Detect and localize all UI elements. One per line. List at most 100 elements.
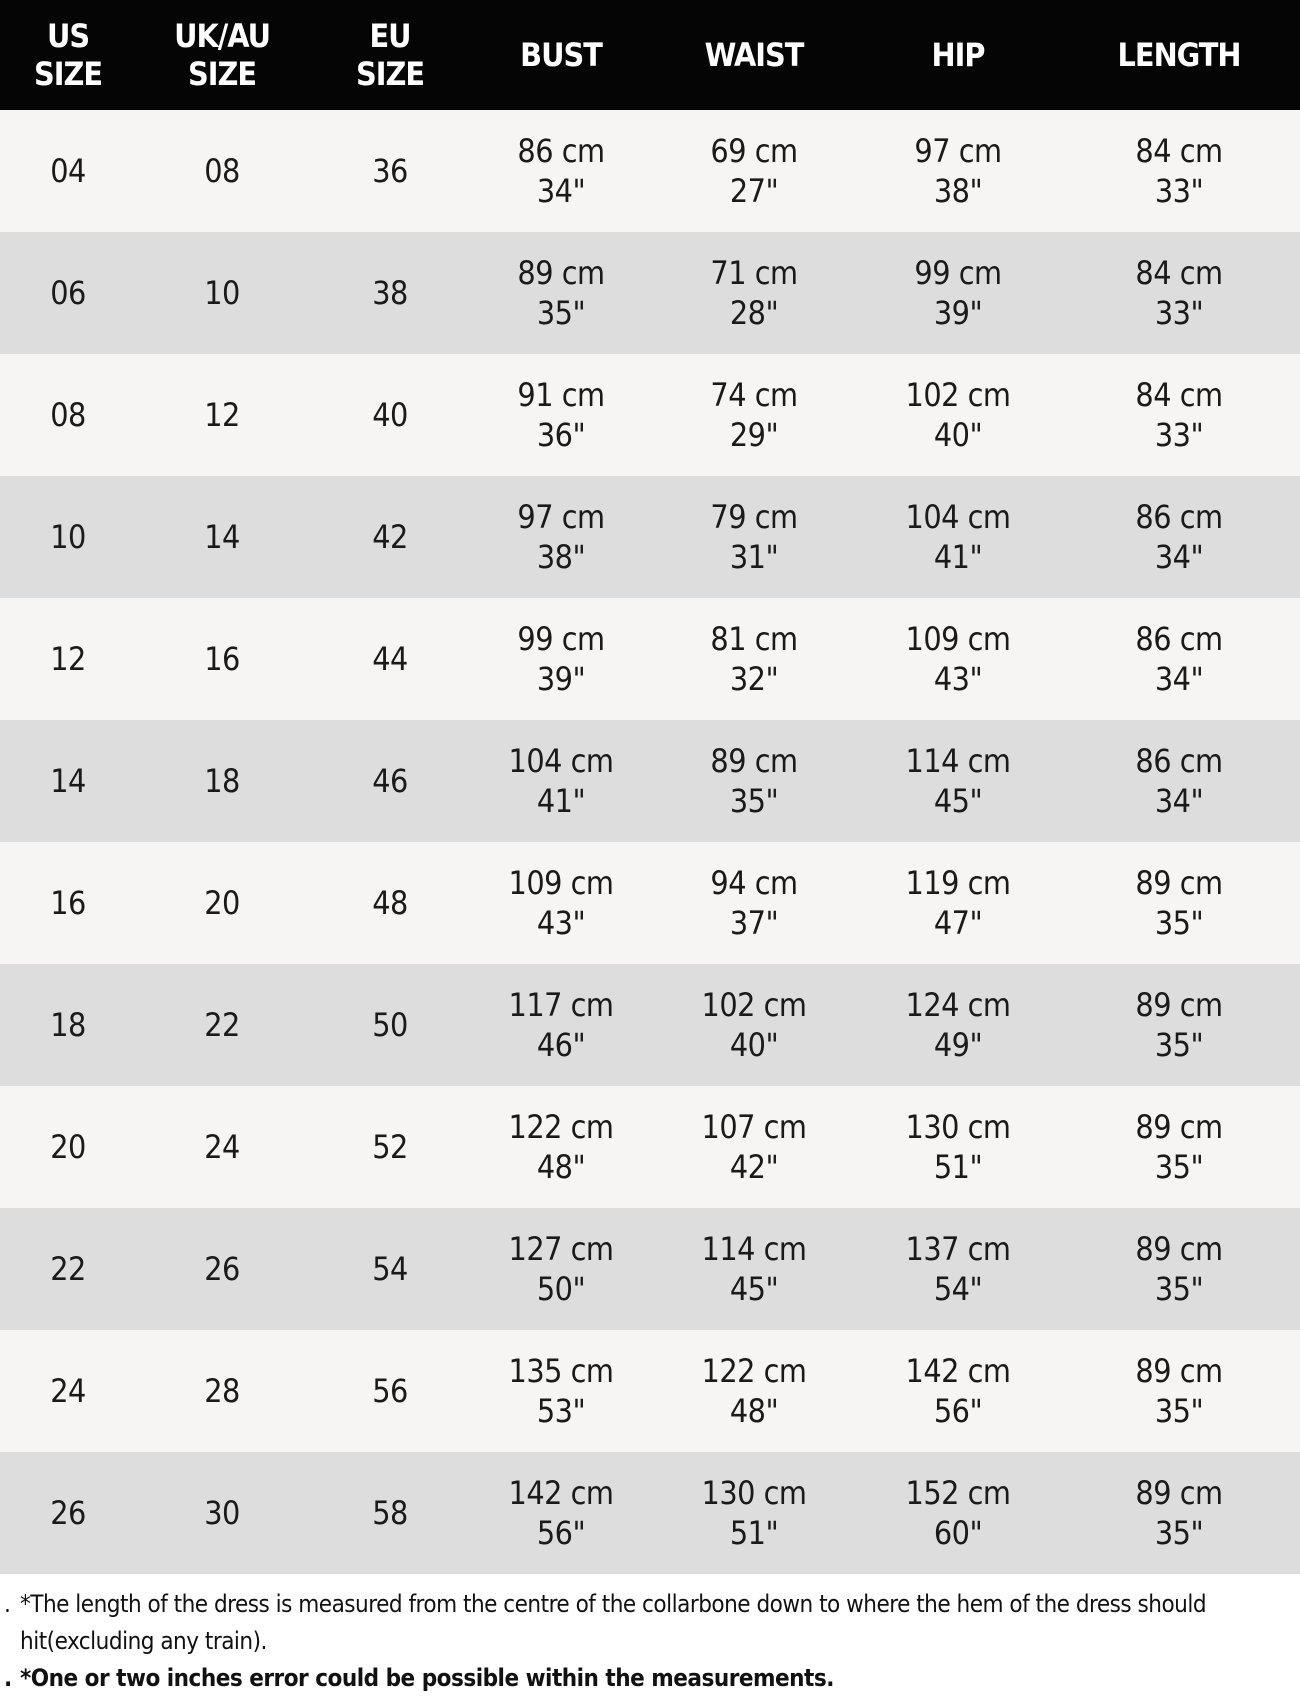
cell-length: 89 cm 35" — [1058, 1452, 1300, 1574]
cell-eu-size: 42 — [308, 476, 472, 598]
table-row: 26 30 58 142 cm 56" 130 cm 51" 152 cm 60" 89 cm 35… — [0, 1452, 1300, 1574]
cell-us-size: 20 — [0, 1086, 136, 1208]
value: 24 — [50, 1372, 86, 1410]
header-hip: HIP — [858, 0, 1058, 110]
value-inch: 41" — [933, 538, 983, 576]
header-text: SIZE — [356, 55, 425, 93]
value: 42 — [372, 518, 408, 556]
value-cm: 152 cm — [905, 1474, 1011, 1512]
value-inch: 56" — [933, 1392, 983, 1430]
cell-bust: 86 cm 34" — [472, 110, 650, 232]
cell-eu-size: 50 — [308, 964, 472, 1086]
value-inch: 33" — [1154, 172, 1204, 210]
value-inch: 35" — [1154, 1026, 1204, 1064]
value-cm: 86 cm — [517, 132, 605, 170]
value: 28 — [204, 1372, 240, 1410]
error-note-text: *One or two inches error could be possib… — [20, 1664, 834, 1692]
value-inch: 53" — [536, 1392, 586, 1430]
value-cm: 109 cm — [508, 864, 614, 902]
value-cm: 79 cm — [710, 498, 798, 536]
table-row: 14 18 46 104 cm 41" 89 cm 35" 114 cm 45" 86 cm 34" — [0, 720, 1300, 842]
cell-length: 84 cm 33" — [1058, 110, 1300, 232]
value-cm: 117 cm — [508, 986, 614, 1024]
table-row: 16 20 48 109 cm 43" 94 cm 37" 119 cm 47" 89 cm 35" — [0, 842, 1300, 964]
cell-hip: 109 cm 43" — [858, 598, 1058, 720]
table-row: 24 28 56 135 cm 53" 122 cm 48" 142 cm 56" 89 cm 35… — [0, 1330, 1300, 1452]
value-cm: 86 cm — [1135, 620, 1223, 658]
cell-bust: 91 cm 36" — [472, 354, 650, 476]
value: 14 — [50, 762, 86, 800]
header-row: US SIZE UK/AU SIZE EU SIZE BUST WAIST HIP LENGTH — [0, 0, 1300, 110]
value-inch: 43" — [933, 660, 983, 698]
cell-length: 89 cm 35" — [1058, 1208, 1300, 1330]
cell-us-size: 06 — [0, 232, 136, 354]
table-row: 08 12 40 91 cm 36" 74 cm 29" 102 cm 40" 84 cm 33" — [0, 354, 1300, 476]
value-inch: 32" — [729, 660, 779, 698]
value-inch: 35" — [1154, 904, 1204, 942]
value-cm: 104 cm — [905, 498, 1011, 536]
cell-uk-au-size: 08 — [136, 110, 308, 232]
value-inch: 56" — [536, 1514, 586, 1552]
value: 54 — [372, 1250, 408, 1288]
cell-uk-au-size: 28 — [136, 1330, 308, 1452]
value-inch: 54" — [933, 1270, 983, 1308]
table-row: 20 24 52 122 cm 48" 107 cm 42" 130 cm 51" 89 cm 35… — [0, 1086, 1300, 1208]
cell-waist: 79 cm 31" — [650, 476, 858, 598]
value: 12 — [204, 396, 240, 434]
value-inch: 34" — [1154, 538, 1204, 576]
value-cm: 114 cm — [905, 742, 1011, 780]
value: 06 — [50, 274, 86, 312]
table-row: 10 14 42 97 cm 38" 79 cm 31" 104 cm 41" 86 cm 34" — [0, 476, 1300, 598]
cell-bust: 122 cm 48" — [472, 1086, 650, 1208]
value: 40 — [372, 396, 408, 434]
value-inch: 40" — [729, 1026, 779, 1064]
value-inch: 28" — [729, 294, 779, 332]
value-inch: 33" — [1154, 416, 1204, 454]
value-inch: 40" — [933, 416, 983, 454]
cell-hip: 119 cm 47" — [858, 842, 1058, 964]
value-inch: 49" — [933, 1026, 983, 1064]
value-inch: 35" — [1154, 1392, 1204, 1430]
header-bust: BUST — [472, 0, 650, 110]
value-inch: 42" — [729, 1148, 779, 1186]
cell-us-size: 14 — [0, 720, 136, 842]
table-row: 12 16 44 99 cm 39" 81 cm 32" 109 cm 43" 86 cm 34" — [0, 598, 1300, 720]
value: 26 — [204, 1250, 240, 1288]
value: 58 — [372, 1494, 408, 1532]
cell-waist: 71 cm 28" — [650, 232, 858, 354]
value-cm: 137 cm — [905, 1230, 1011, 1268]
cell-bust: 89 cm 35" — [472, 232, 650, 354]
value: 10 — [204, 274, 240, 312]
cell-length: 89 cm 35" — [1058, 964, 1300, 1086]
value: 16 — [50, 884, 86, 922]
value: 08 — [204, 152, 240, 190]
value-inch: 35" — [536, 294, 586, 332]
header-eu-size: EU SIZE — [308, 0, 472, 110]
value-inch: 34" — [1154, 782, 1204, 820]
cell-waist: 122 cm 48" — [650, 1330, 858, 1452]
table-row: 22 26 54 127 cm 50" 114 cm 45" 137 cm 54" 89 cm 35… — [0, 1208, 1300, 1330]
value-cm: 142 cm — [508, 1474, 614, 1512]
error-note: . *One or two inches error could be poss… — [4, 1660, 1300, 1697]
value-inch: 46" — [536, 1026, 586, 1064]
value: 12 — [50, 640, 86, 678]
value: 26 — [50, 1494, 86, 1532]
value: 48 — [372, 884, 408, 922]
header-uk-au-size: UK/AU SIZE — [136, 0, 308, 110]
cell-hip: 137 cm 54" — [858, 1208, 1058, 1330]
cell-us-size: 24 — [0, 1330, 136, 1452]
cell-bust: 135 cm 53" — [472, 1330, 650, 1452]
cell-eu-size: 54 — [308, 1208, 472, 1330]
cell-bust: 127 cm 50" — [472, 1208, 650, 1330]
value-cm: 89 cm — [1135, 986, 1223, 1024]
value-cm: 86 cm — [1135, 498, 1223, 536]
value-inch: 50" — [536, 1270, 586, 1308]
cell-hip: 142 cm 56" — [858, 1330, 1058, 1452]
value-inch: 38" — [933, 172, 983, 210]
value-cm: 89 cm — [1135, 1352, 1223, 1390]
cell-length: 89 cm 35" — [1058, 1330, 1300, 1452]
value: 30 — [204, 1494, 240, 1532]
length-note-text: *The length of the dress is measured fro… — [20, 1590, 1207, 1655]
cell-hip: 152 cm 60" — [858, 1452, 1058, 1574]
value-cm: 99 cm — [517, 620, 605, 658]
